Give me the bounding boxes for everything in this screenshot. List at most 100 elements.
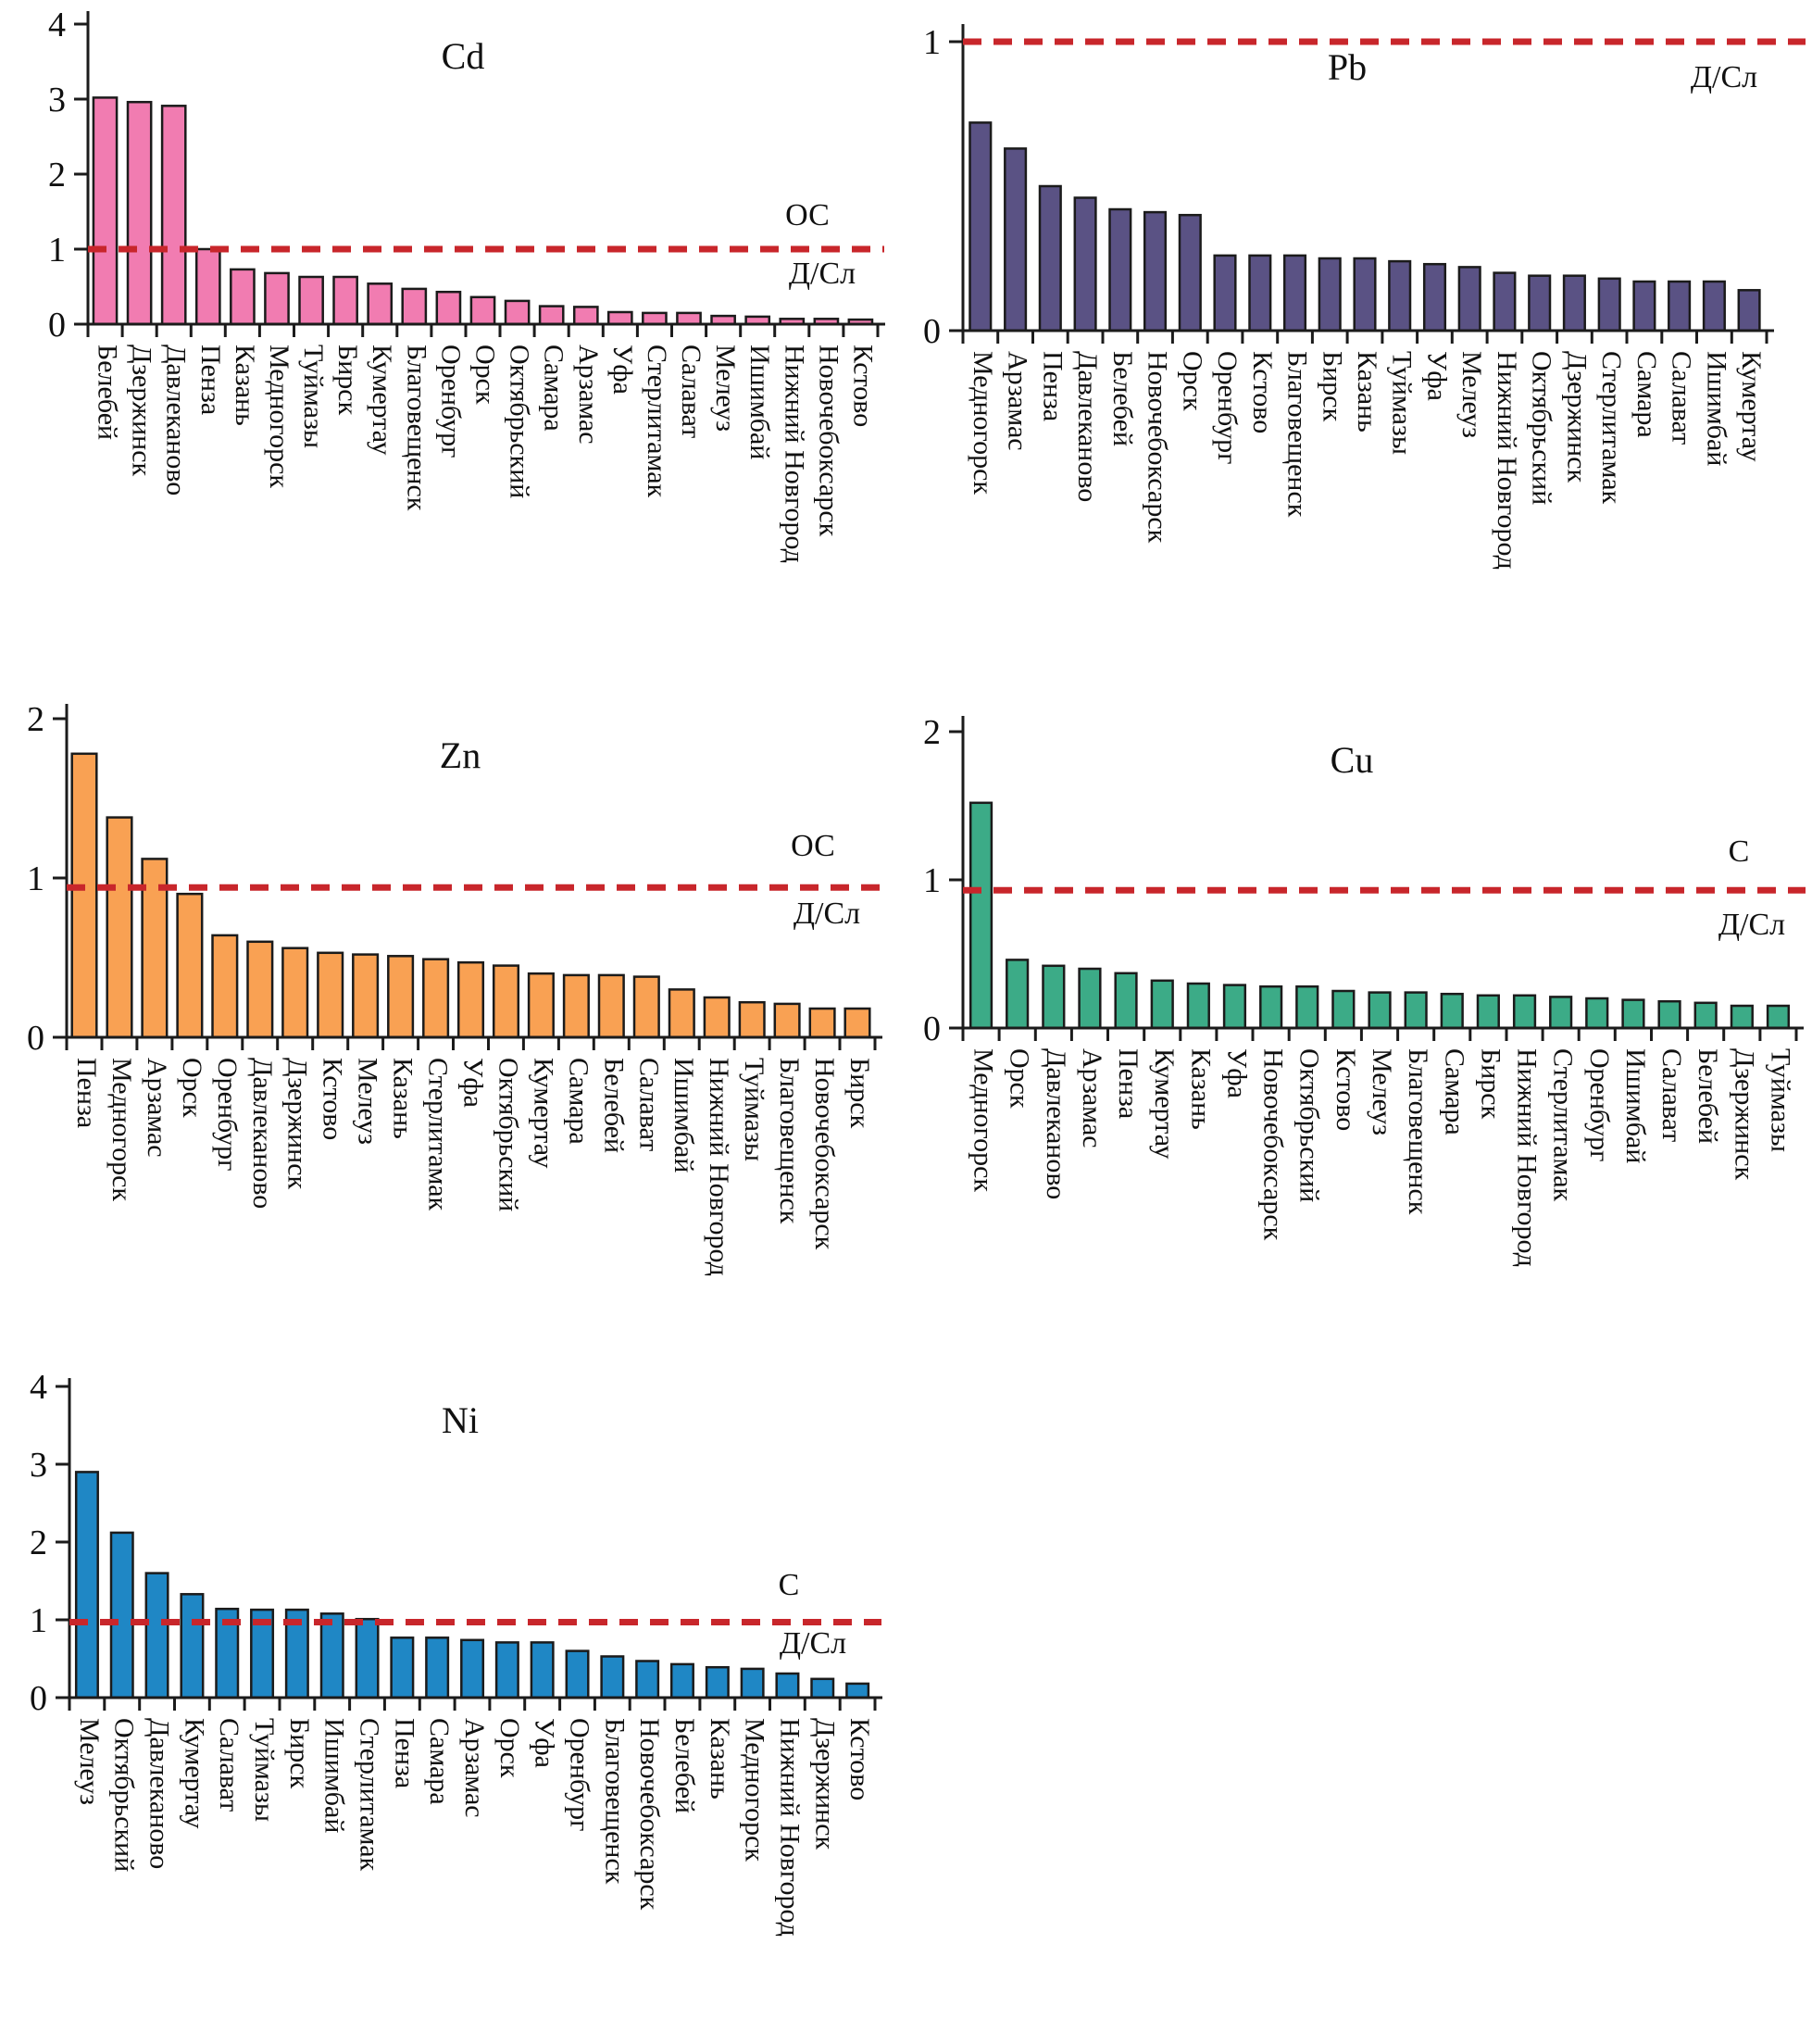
x-label-cu-11: Мелеуз (1367, 1048, 1397, 1135)
x-label-cu-18: Ишимбай (1620, 1048, 1651, 1163)
y-tick-label-cu: 1 (923, 861, 941, 900)
x-label-pb-21: Ишимбай (1701, 351, 1731, 466)
y-tick-label-cd: 2 (48, 156, 66, 194)
x-label-cd-11: Орск (470, 345, 501, 405)
x-label-cd-8: Кумертау (367, 345, 397, 456)
x-label-pb-9: Благовещенск (1282, 351, 1313, 518)
x-label-ni-20: Нижний Новгород (774, 1718, 805, 1937)
x-label-cu-2: Давлеканово (1041, 1048, 1071, 1199)
bar-cu-16 (1549, 996, 1573, 1030)
x-label-cd-5: Медногорск (264, 345, 294, 488)
x-label-cu-9: Октябрьский (1294, 1048, 1325, 1202)
y-tick-label-ni: 1 (30, 1601, 47, 1640)
bar-zn-10 (422, 958, 450, 1039)
bar-zn-4 (211, 934, 239, 1039)
x-label-cd-6: Туймазы (298, 345, 329, 448)
bar-pb-18 (1597, 277, 1621, 332)
bar-cu-18 (1621, 998, 1645, 1030)
x-label-zn-6: Дзержинск (282, 1058, 313, 1190)
bar-pb-14 (1457, 266, 1481, 332)
bar-cd-17 (676, 311, 702, 326)
bar-zn-0 (70, 752, 98, 1039)
bar-zn-16 (632, 975, 660, 1039)
bar-ni-8 (355, 1617, 380, 1699)
threshold-label-above-cu: С (1729, 834, 1750, 869)
x-label-ni-15: Благовещенск (599, 1718, 630, 1885)
x-label-cd-22: Кстово (848, 345, 879, 427)
bar-zn-3 (176, 892, 204, 1039)
x-label-cd-21: Новочебоксарск (813, 345, 844, 537)
x-label-cu-1: Орск (1005, 1048, 1035, 1109)
bar-ni-16 (635, 1660, 660, 1699)
x-label-zn-20: Благовещенск (774, 1058, 805, 1224)
bar-cd-5 (264, 271, 290, 326)
x-label-cd-9: Благовещенск (401, 345, 431, 511)
y-tick-label-cu: 0 (923, 1009, 941, 1048)
bar-cu-5 (1150, 979, 1174, 1030)
bar-cu-10 (1331, 989, 1356, 1030)
x-label-zn-17: Ишимбай (669, 1058, 699, 1172)
x-label-pb-17: Дзержинск (1561, 351, 1592, 483)
x-label-cu-5: Кумертау (1149, 1048, 1180, 1160)
bar-ni-15 (600, 1655, 625, 1699)
x-label-zn-4: Оренбург (212, 1058, 243, 1171)
bar-ni-21 (810, 1677, 835, 1699)
threshold-label-above-ni: С (779, 1568, 800, 1602)
bar-cd-0 (92, 96, 119, 326)
bar-cd-14 (572, 306, 599, 326)
bar-ni-22 (845, 1682, 870, 1699)
x-label-zn-5: Давлеканово (247, 1058, 278, 1209)
bar-cu-14 (1476, 994, 1500, 1030)
bar-cd-4 (230, 268, 256, 326)
chart-cd: 0 1 2 3 4 Cd ОС Д/Сл Белебей Дзержинск Давлеканово… (48, 6, 885, 563)
x-label-cu-17: Оренбург (1584, 1048, 1615, 1161)
bar-cu-12 (1404, 991, 1428, 1030)
x-label-cu-4: Пенза (1113, 1048, 1143, 1119)
chart-cu: 0 1 2 Cu С Д/Сл Медногорск Орск Давлеканово Арзам… (923, 713, 1806, 1267)
bar-cu-22 (1766, 1004, 1791, 1030)
bar-pb-7 (1213, 254, 1237, 332)
bar-zn-8 (352, 953, 380, 1039)
bar-cu-17 (1585, 997, 1609, 1030)
bar-zn-7 (317, 951, 344, 1039)
bar-pb-12 (1388, 259, 1412, 332)
bar-zn-22 (844, 1007, 871, 1039)
x-label-cu-12: Благовещенск (1403, 1048, 1433, 1215)
y-tick-label-pb: 1 (923, 23, 941, 62)
x-label-cd-15: Уфа (607, 345, 638, 395)
y-tick-label-cd: 0 (48, 306, 66, 345)
bar-cd-7 (332, 275, 358, 326)
x-label-pb-5: Новочебоксарск (1143, 351, 1173, 544)
bar-pb-22 (1737, 289, 1761, 332)
bar-cu-3 (1078, 967, 1102, 1030)
bar-pb-0 (968, 121, 993, 332)
x-label-zn-16: Салават (633, 1058, 664, 1151)
bar-pb-19 (1632, 280, 1656, 332)
y-tick-label-cu: 2 (923, 713, 941, 752)
x-label-pb-18: Стерлитамак (1596, 351, 1627, 505)
bar-pb-6 (1178, 213, 1202, 332)
bar-cd-9 (401, 287, 428, 326)
x-label-cd-7: Бирск (332, 345, 363, 416)
bar-cu-4 (1114, 972, 1138, 1030)
bar-zn-1 (106, 816, 133, 1039)
x-label-cd-18: Мелеуз (710, 345, 741, 432)
chart-ni: 0 1 2 3 4 Ni С Д/Сл Мелеуз Октябрьский Давлеканово… (30, 1368, 882, 1937)
threshold-label-below-zn: Д/Сл (794, 897, 860, 931)
bar-ni-20 (775, 1672, 800, 1699)
x-label-ni-21: Дзержинск (809, 1718, 840, 1850)
x-label-cd-16: Стерлитамак (642, 345, 672, 498)
chart-title-cd: Cd (442, 35, 485, 77)
x-label-cd-1: Дзержинск (127, 345, 157, 477)
threshold-label-below-cu: Д/Сл (1718, 908, 1785, 942)
y-tick-label-zn: 0 (27, 1019, 44, 1058)
bar-cd-12 (504, 299, 531, 326)
bar-ni-1 (109, 1531, 134, 1699)
bar-cd-11 (469, 295, 496, 326)
bar-cu-1 (1006, 959, 1030, 1030)
bar-zn-15 (597, 973, 625, 1039)
chart-zn: 0 1 2 Zn ОС Д/Сл Пенза Медногорск Арзамас Орск Оре… (27, 700, 887, 1276)
bar-pb-15 (1493, 271, 1517, 332)
x-label-pb-1: Арзамас (1003, 351, 1033, 451)
